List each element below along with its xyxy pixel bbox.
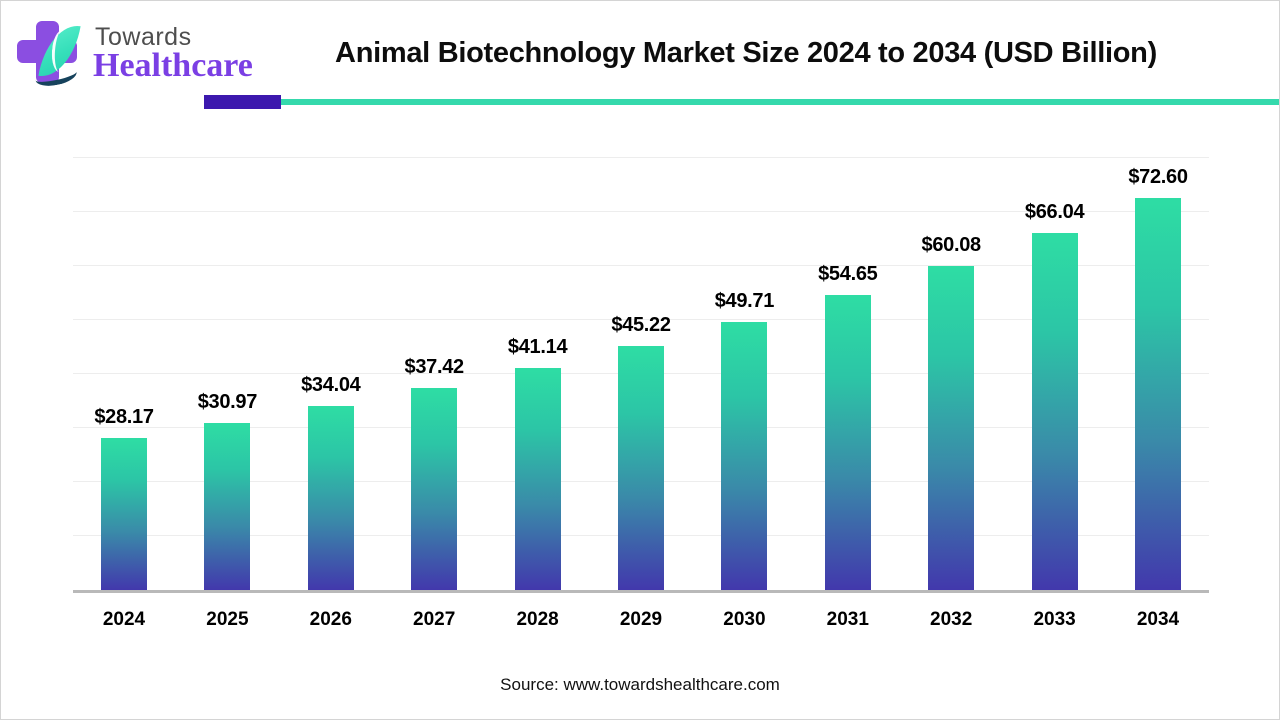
bar-2030[interactable] <box>721 321 768 590</box>
bar-2025[interactable] <box>204 422 251 590</box>
bar-2027[interactable] <box>411 387 458 590</box>
bar-value-label-2024: $28.17 <box>94 405 154 428</box>
x-axis-label-2026: 2026 <box>309 609 352 630</box>
bar-value-label-2025: $30.97 <box>197 390 258 413</box>
brand-name-healthcare: Healthcare <box>93 47 253 84</box>
bar-value-label-2029: $45.22 <box>611 313 671 336</box>
bar-value-label-2033: $66.04 <box>1024 201 1085 224</box>
source-note: Source: www.towardshealthcare.com <box>500 675 780 694</box>
header-rule-teal <box>281 99 1279 105</box>
bar-value-label-2034: $72.60 <box>1128 165 1188 188</box>
x-axis-label-2028: 2028 <box>516 609 559 630</box>
bar-2024[interactable] <box>101 437 147 590</box>
bar-2032[interactable] <box>928 265 975 590</box>
bar-2031[interactable] <box>824 294 871 590</box>
x-axis-label-2029: 2029 <box>619 609 663 630</box>
chart-title: Animal Biotechnology Market Size 2024 to… <box>335 37 1157 69</box>
x-axis-label-2034: 2034 <box>1136 609 1180 630</box>
bar-value-label-2030: $49.71 <box>714 289 775 312</box>
gridline-50 <box>73 319 1209 320</box>
x-axis-label-2032: 2032 <box>930 609 973 630</box>
x-axis-label-2025: 2025 <box>206 609 249 630</box>
x-axis-label-2024: 2024 <box>102 609 146 630</box>
plot-area: $28.17 $30.97 $34.04 $37.42 $41.14 $45.22 $49.… <box>73 157 1209 593</box>
x-axis-label-2027: 2027 <box>413 609 456 630</box>
gridline-80 <box>73 157 1209 158</box>
medical-cross-icon <box>17 20 81 90</box>
towards-healthcare-logo: Towards Healthcare <box>15 17 275 97</box>
bar-2034[interactable] <box>1135 197 1181 590</box>
gridline-60 <box>73 265 1209 266</box>
bar-2029[interactable] <box>618 345 664 590</box>
x-axis: 2024 2025 2026 2027 2028 2029 2030 2031 2032 2033… <box>73 609 1209 639</box>
bar-2033[interactable] <box>1031 233 1078 590</box>
x-axis-label-2033: 2033 <box>1033 609 1076 630</box>
bar-2028[interactable] <box>514 367 561 590</box>
bar-value-label-2032: $60.08 <box>921 233 982 256</box>
x-axis-label-2031: 2031 <box>826 609 869 630</box>
bar-value-label-2028: $41.14 <box>507 335 568 358</box>
bar-value-label-2027: $37.42 <box>404 355 465 378</box>
header-rule-purple <box>204 95 281 109</box>
bar-value-label-2031: $54.65 <box>818 262 878 285</box>
brand-name-towards: Towards <box>95 23 192 51</box>
gridline-70 <box>73 211 1209 212</box>
x-axis-label-2030: 2030 <box>723 609 766 630</box>
bar-value-label-2026: $34.04 <box>301 374 361 397</box>
bar-2026[interactable] <box>307 406 354 590</box>
